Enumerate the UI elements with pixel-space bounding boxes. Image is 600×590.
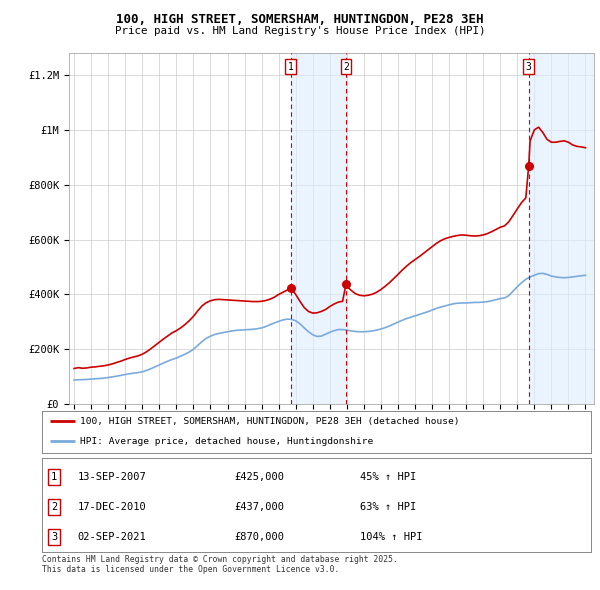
- Text: Price paid vs. HM Land Registry's House Price Index (HPI): Price paid vs. HM Land Registry's House …: [115, 26, 485, 36]
- Text: £437,000: £437,000: [234, 502, 284, 512]
- Text: 1: 1: [287, 62, 293, 72]
- Text: 2: 2: [51, 502, 57, 512]
- Text: 02-SEP-2021: 02-SEP-2021: [77, 532, 146, 542]
- Text: 17-DEC-2010: 17-DEC-2010: [77, 502, 146, 512]
- Text: HPI: Average price, detached house, Huntingdonshire: HPI: Average price, detached house, Hunt…: [80, 437, 374, 445]
- Text: 45% ↑ HPI: 45% ↑ HPI: [361, 472, 416, 482]
- Text: 1: 1: [51, 472, 57, 482]
- Bar: [529, 53, 594, 404]
- Text: 3: 3: [51, 532, 57, 542]
- Bar: [290, 53, 346, 404]
- Text: Contains HM Land Registry data © Crown copyright and database right 2025.
This d: Contains HM Land Registry data © Crown c…: [42, 555, 398, 574]
- Text: 100, HIGH STREET, SOMERSHAM, HUNTINGDON, PE28 3EH: 100, HIGH STREET, SOMERSHAM, HUNTINGDON,…: [116, 13, 484, 26]
- Text: 2: 2: [343, 62, 349, 72]
- Text: £425,000: £425,000: [234, 472, 284, 482]
- Text: 63% ↑ HPI: 63% ↑ HPI: [361, 502, 416, 512]
- Text: £870,000: £870,000: [234, 532, 284, 542]
- Text: 3: 3: [526, 62, 532, 72]
- Text: 100, HIGH STREET, SOMERSHAM, HUNTINGDON, PE28 3EH (detached house): 100, HIGH STREET, SOMERSHAM, HUNTINGDON,…: [80, 417, 460, 426]
- Text: 104% ↑ HPI: 104% ↑ HPI: [361, 532, 423, 542]
- Text: 13-SEP-2007: 13-SEP-2007: [77, 472, 146, 482]
